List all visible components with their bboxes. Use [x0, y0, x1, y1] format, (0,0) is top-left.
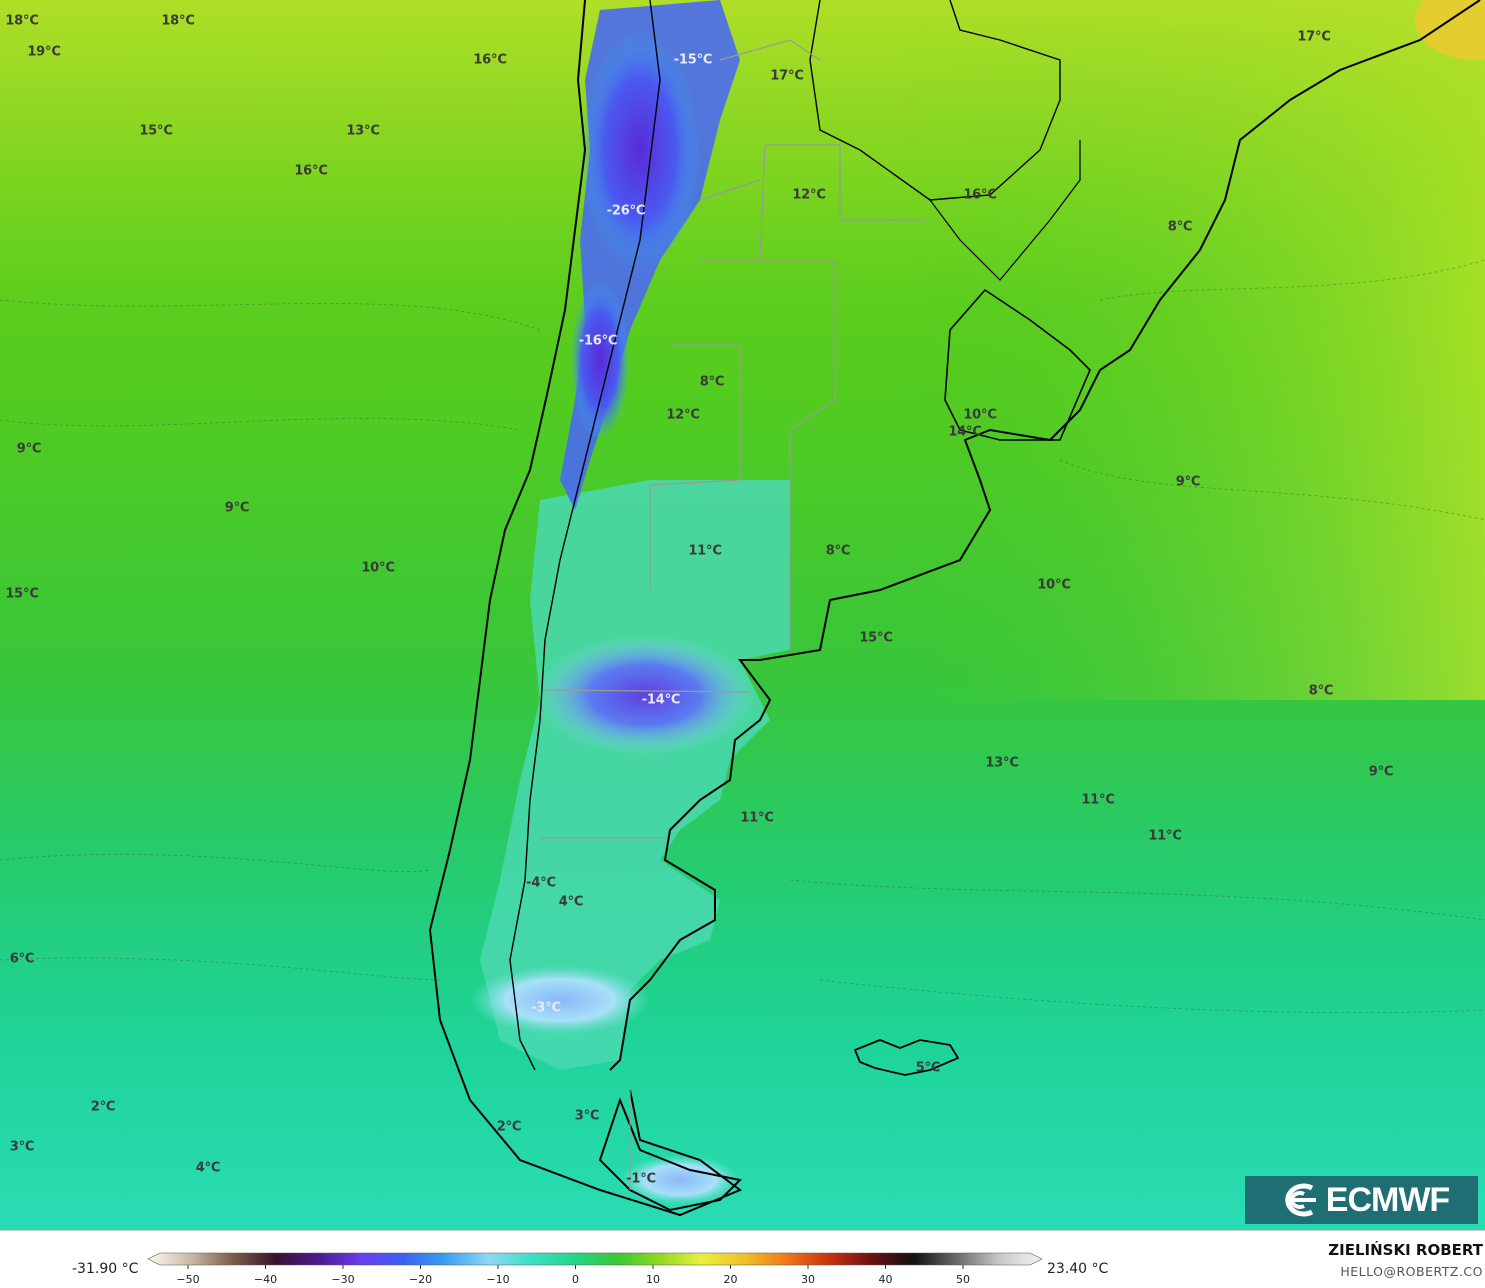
legend-tick-label: −20 — [408, 1273, 433, 1286]
legend-footer: -31.90 °C −50 −40 −30 −20 −10 0 10 20 30 40 50 23.… — [0, 1230, 1485, 1288]
color-scale-bar — [147, 1252, 1043, 1269]
uruguay-border — [944, 288, 1091, 441]
temperature-label: 6°C — [9, 951, 35, 967]
atlantic-coastline — [609, 0, 1481, 1071]
legend-max-label: 23.40 °C — [1047, 1261, 1109, 1277]
temperature-label: 3°C — [574, 1108, 600, 1124]
temperature-label: 14°C — [948, 424, 982, 440]
legend-tick-label: −40 — [253, 1273, 278, 1286]
contour-lines — [0, 259, 1485, 1014]
temperature-label: 15°C — [139, 123, 173, 139]
legend-tick-label: 10 — [646, 1273, 660, 1286]
temperature-label: -3°C — [531, 1000, 561, 1016]
temperature-label: 2°C — [90, 1099, 116, 1115]
temperature-label: 4°C — [195, 1160, 221, 1176]
temperature-label: 10°C — [1037, 577, 1071, 593]
temperature-label: 8°C — [1167, 219, 1193, 235]
temperature-label: 19°C — [27, 44, 61, 60]
temperature-label: -16°C — [578, 333, 618, 349]
temperature-map: 18°C 18°C 19°C 16°C -15°C 17°C 17°C 15°C 13°C 16°… — [0, 0, 1485, 1230]
temperature-label: -26°C — [606, 203, 646, 219]
andes-border — [509, 0, 661, 1071]
color-scale-gradient — [147, 1252, 1043, 1266]
legend-tick-label: −30 — [331, 1273, 355, 1286]
temperature-label: 12°C — [666, 407, 700, 423]
legend-tick-label: 20 — [723, 1273, 738, 1286]
temperature-label: 4°C — [558, 894, 584, 910]
legend-tick-label: 40 — [878, 1273, 893, 1286]
temperature-label: 5°C — [915, 1060, 941, 1076]
temperature-label: 16°C — [294, 163, 328, 179]
temperature-label: 8°C — [825, 543, 851, 559]
temperature-label: 11°C — [1148, 828, 1182, 844]
south-cold-streak — [470, 965, 650, 1035]
temperature-label: 18°C — [161, 13, 195, 29]
paraguay-border — [809, 0, 1061, 201]
author-name: ZIELIŃSKI ROBERT — [1328, 1241, 1483, 1259]
plateau-cold-spot — [535, 635, 755, 755]
temperature-label: -1°C — [626, 1171, 656, 1187]
temperature-label: 9°C — [224, 500, 250, 516]
misiones-border — [929, 140, 1081, 281]
temperature-label: 13°C — [346, 123, 380, 139]
ecmwf-logo-text: ECMWF — [1325, 1180, 1450, 1219]
falklands-outline — [853, 1039, 960, 1076]
tierra-del-fuego-outline — [598, 1097, 743, 1212]
hot-corner-field — [1415, 0, 1485, 60]
legend-tick-label: 30 — [801, 1273, 815, 1286]
temperature-label: 11°C — [740, 810, 774, 826]
temperature-label: 13°C — [985, 755, 1019, 771]
temperature-label: 11°C — [688, 543, 722, 559]
temperature-label: 10°C — [361, 560, 395, 576]
author-email[interactable]: HELLO@ROBERTZ.CO — [1340, 1264, 1483, 1279]
temperature-label: 8°C — [1308, 683, 1334, 699]
temperature-label: 15°C — [859, 630, 893, 646]
temperature-label: 18°C — [5, 13, 39, 29]
legend-tick-label: −10 — [486, 1273, 510, 1286]
temperature-label: 16°C — [963, 187, 997, 203]
temperature-label: 9°C — [16, 441, 42, 457]
temperature-label: 3°C — [9, 1139, 35, 1155]
temperature-label: 12°C — [792, 187, 826, 203]
temperature-label: 17°C — [770, 68, 804, 84]
temperature-label: -15°C — [673, 52, 713, 68]
temperature-label: 2°C — [496, 1119, 522, 1135]
andes-core-cold — [580, 30, 700, 270]
andes-south-core — [570, 280, 630, 440]
temperature-label: 11°C — [1081, 792, 1115, 808]
temperature-label: 8°C — [699, 374, 725, 390]
temperature-label: 16°C — [473, 52, 507, 68]
temperature-label: 10°C — [963, 407, 997, 423]
warm-north-field — [0, 0, 1485, 300]
temperature-label: -4°C — [526, 875, 556, 891]
map-canvas — [0, 0, 1485, 1230]
ecmwf-logo: ECMWF — [1245, 1176, 1478, 1224]
province-lines — [540, 39, 925, 1190]
temperature-label: 15°C — [5, 586, 39, 602]
temperature-label: -14°C — [641, 692, 681, 708]
temperature-label: 9°C — [1175, 474, 1201, 490]
legend-tick-label: 50 — [956, 1273, 970, 1286]
legend-min-label: -31.90 °C — [72, 1261, 139, 1277]
legend-tick-label: −50 — [176, 1273, 200, 1286]
ecmwf-logo-icon — [1285, 1183, 1316, 1217]
legend-tick-label: 0 — [572, 1273, 579, 1286]
temperature-label: 17°C — [1297, 29, 1331, 45]
temperature-label: 9°C — [1368, 764, 1394, 780]
